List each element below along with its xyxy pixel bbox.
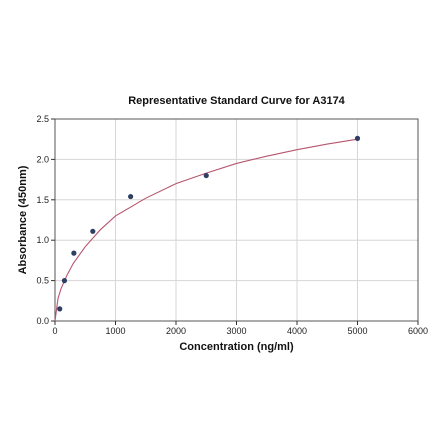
- data-point: [71, 250, 77, 256]
- y-tick-label: 0.5: [36, 276, 49, 286]
- grid-lines: [55, 119, 418, 321]
- data-point: [203, 172, 209, 179]
- y-tick-label: 1.0: [36, 235, 49, 245]
- x-axis-label: Concentration (ng/ml): [179, 341, 294, 353]
- data-point: [354, 135, 361, 141]
- y-tick-label: 0.0: [36, 316, 49, 326]
- axis-ticks: 0 1000 2000 3000 4000 5000 6000 0.0 0.5 1.0 1.5 2.0…: [36, 114, 428, 336]
- data-point: [57, 306, 63, 312]
- x-tick-label: 5000: [347, 326, 367, 336]
- fit-curve: [54, 138, 358, 322]
- y-tick-label: 2.5: [36, 114, 49, 124]
- x-tick-label: 1000: [105, 326, 125, 336]
- y-tick-label: 2.0: [36, 154, 49, 164]
- fit-curve-layer: [54, 138, 358, 322]
- x-tick-label: 6000: [408, 326, 428, 336]
- data-point: [128, 193, 134, 200]
- data-point: [90, 228, 96, 234]
- data-points: [57, 135, 361, 312]
- x-tick-label: 4000: [287, 326, 307, 336]
- data-point: [61, 278, 68, 284]
- y-tick-label: 1.5: [36, 195, 49, 205]
- x-tick-label: 0: [52, 326, 57, 336]
- y-axis-label: Absorbance (450nm): [17, 165, 29, 274]
- x-tick-label: 3000: [226, 326, 246, 336]
- chart-title: Representative Standard Curve for A3174: [128, 95, 345, 107]
- x-tick-label: 2000: [166, 326, 186, 336]
